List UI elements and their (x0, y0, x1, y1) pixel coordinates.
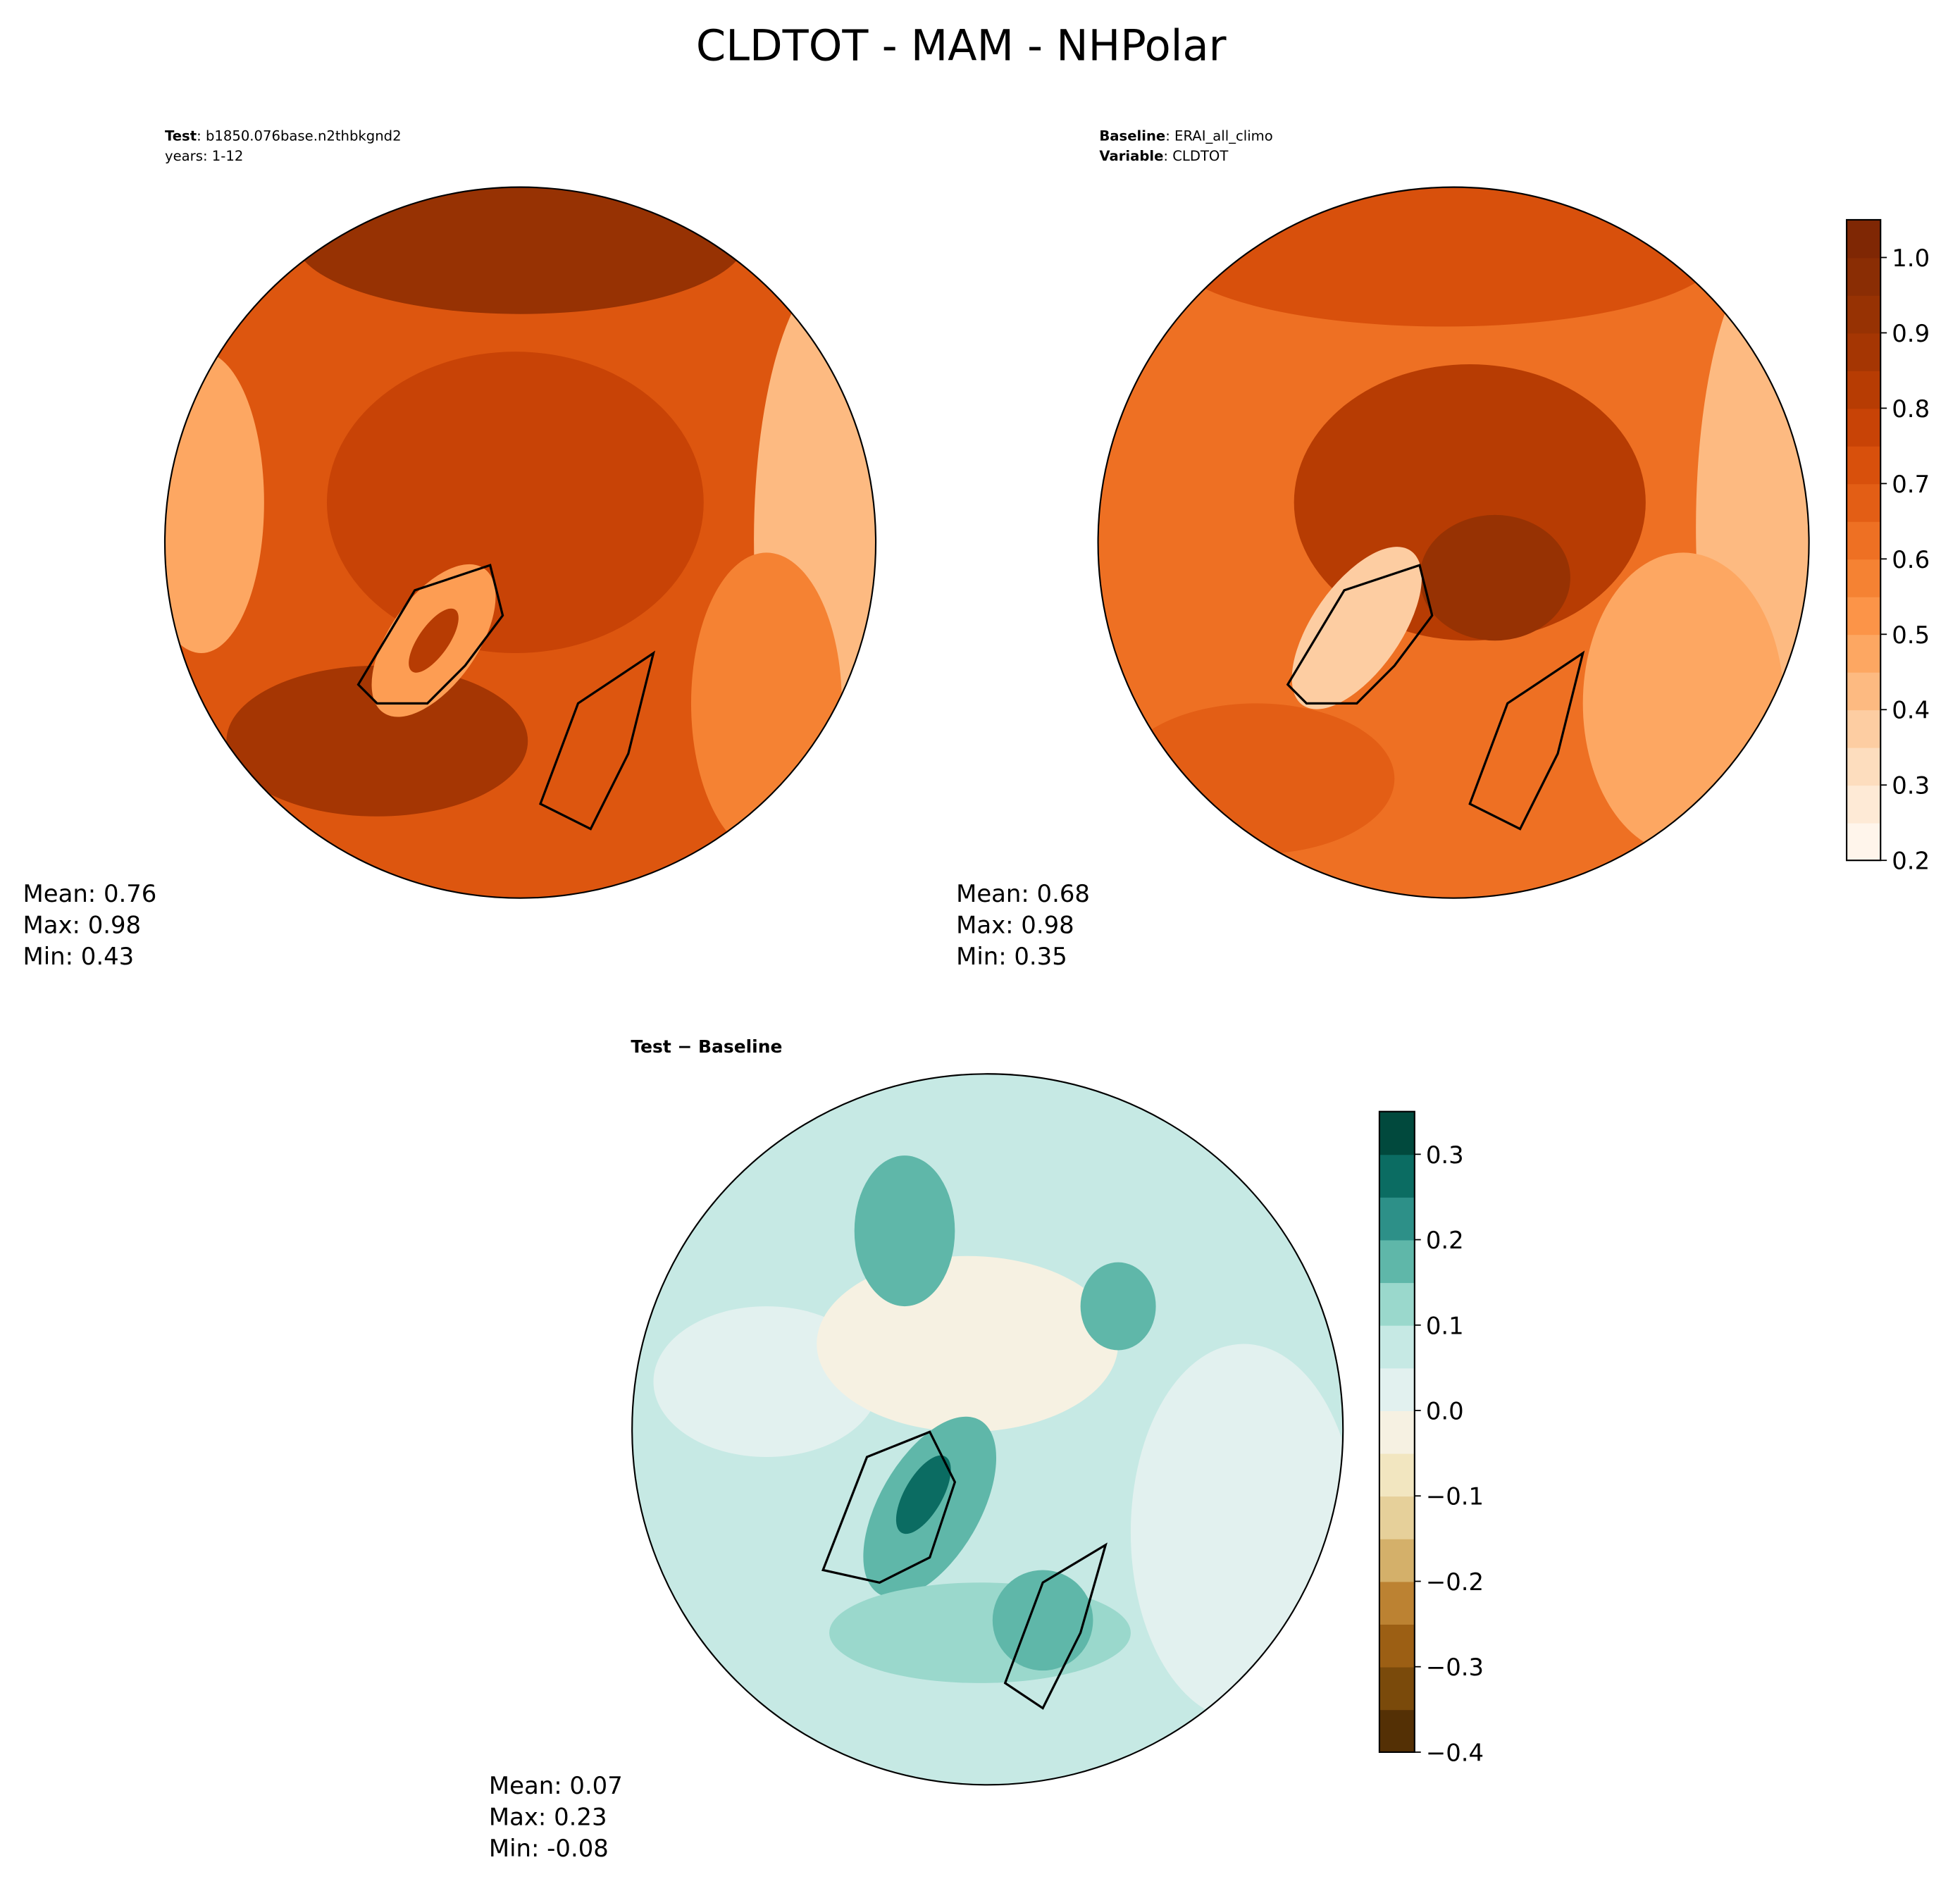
colorbar-band (1379, 1496, 1415, 1539)
colorbar-band (1379, 1453, 1415, 1497)
colorbar-tick-label: 0.8 (1892, 395, 1930, 423)
colorbar-band (1379, 1709, 1415, 1753)
colorbar-band (1379, 1154, 1415, 1198)
colorbar-band (1847, 559, 1881, 597)
colorbar-band (1847, 408, 1881, 447)
subtitle-label: Test (165, 128, 197, 144)
subtitle-text: : ERAI_all_climo (1165, 128, 1273, 144)
colorbar-band (1847, 257, 1881, 296)
colorbar-tick-label: 0.2 (1426, 1227, 1464, 1254)
figure-title: CLDTOT - MAM - NHPolar (696, 22, 1227, 71)
map-field (1098, 187, 1809, 898)
colorbar-tick-label: −0.4 (1426, 1739, 1484, 1766)
colorbar-tick-label: 0.2 (1892, 848, 1930, 875)
stat-text: Mean: 0.07 (489, 1772, 623, 1799)
panel-subtitle: Test: b1850.076base.n2thbkgnd2 (165, 128, 402, 144)
map-border (163, 186, 1810, 1786)
colorbar-tick-label: −0.3 (1426, 1654, 1484, 1681)
panel-subtitle: Baseline: ERAI_all_climo (1099, 128, 1272, 144)
colorbar-band (1379, 1239, 1415, 1284)
colorbar-band (1379, 1666, 1415, 1711)
colorbar-tick-label: 0.4 (1892, 697, 1930, 724)
stat-text: Mean: 0.76 (23, 880, 157, 907)
colorbar-tick-label: 0.0 (1426, 1398, 1464, 1425)
colorbar-frame (1846, 218, 1882, 862)
colorbar-band (1379, 1325, 1415, 1369)
subtitle-text: : CLDTOT (1163, 148, 1229, 164)
colorbar-band (1847, 370, 1881, 409)
subtitle-label: Baseline (1099, 128, 1165, 144)
colorbar-frame (1378, 1110, 1415, 1754)
colorbar-band (1379, 1624, 1415, 1668)
colorbar-band (1379, 1581, 1415, 1625)
colorbar-band (1847, 596, 1881, 635)
colorbar-tick-label: −0.2 (1426, 1568, 1484, 1596)
colorbar-band (1847, 294, 1881, 334)
colorbar-band (1847, 445, 1881, 485)
map-field (164, 187, 876, 898)
stat-text: Max: 0.98 (956, 912, 1074, 939)
colorbar-band (1379, 1282, 1415, 1326)
colorbar-band (1847, 709, 1881, 748)
colorbar-band (1379, 1538, 1415, 1582)
colorbar-tick-label: 1.0 (1892, 244, 1930, 272)
colorbar-tick-label: 0.3 (1426, 1141, 1464, 1169)
panel-title: Test − Baseline (631, 1036, 782, 1057)
subtitle-label: Variable (1099, 148, 1163, 164)
stat-text: Min: 0.43 (23, 943, 135, 970)
stat-text: Min: -0.08 (489, 1835, 609, 1862)
map-field (632, 1074, 1344, 1785)
subtitle-text: years: 1-12 (165, 148, 243, 164)
colorbar-band (1379, 1410, 1415, 1454)
coastlines (356, 564, 1585, 1710)
colorbar-band (1847, 785, 1881, 824)
colorbar-band (1847, 333, 1881, 371)
colorbar-band (1847, 634, 1881, 673)
colorbar-band (1847, 822, 1881, 862)
stat-text: Min: 0.35 (956, 943, 1067, 970)
colorbar-band (1847, 747, 1881, 786)
colorbar-tick-label: 0.3 (1892, 772, 1930, 800)
colorbar-band (1847, 483, 1881, 522)
colorbar-tick-label: −0.1 (1426, 1483, 1484, 1511)
panel-subtitle: Variable: CLDTOT (1099, 148, 1229, 164)
stat-text: Max: 0.98 (23, 912, 142, 939)
stat-text: Mean: 0.68 (956, 880, 1090, 907)
subtitle-text: : b1850.076base.n2thbkgnd2 (197, 128, 401, 144)
colorbar-tick-label: 0.5 (1892, 621, 1930, 649)
colorbar-band (1379, 1196, 1415, 1241)
colorbar-band (1847, 671, 1881, 711)
colorbar-band (1379, 1111, 1415, 1155)
colorbar-tick-label: 0.9 (1892, 320, 1930, 347)
colorbar-band (1847, 219, 1881, 259)
colorbar-band (1379, 1368, 1415, 1411)
colorbar-band (1847, 521, 1881, 560)
stat-text: Max: 0.23 (489, 1803, 607, 1830)
colorbar-tick-label: 0.1 (1426, 1312, 1464, 1339)
colorbar-tick-label: 0.6 (1892, 546, 1930, 573)
colorbar-tick-label: 0.7 (1892, 471, 1930, 498)
panel-subtitle: years: 1-12 (165, 148, 243, 164)
